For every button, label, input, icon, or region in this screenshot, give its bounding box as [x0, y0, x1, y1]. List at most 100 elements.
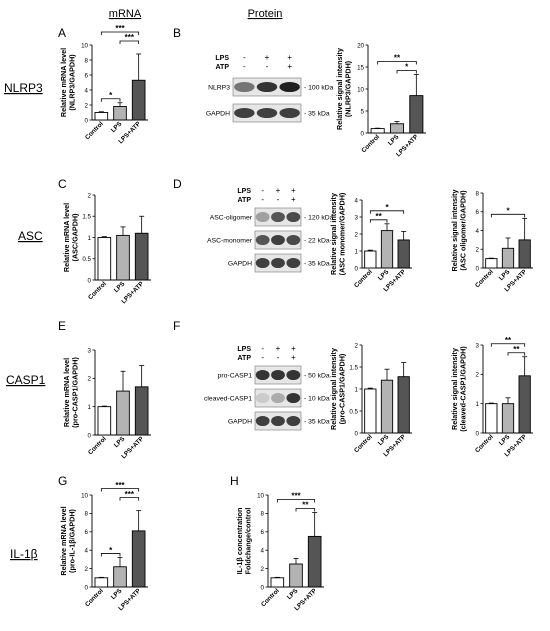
category-label: LPS: [113, 435, 127, 449]
band-size: - 10 kDa: [304, 395, 330, 402]
blot-band: [271, 415, 285, 427]
bar-lps: [113, 566, 127, 588]
significance-bracket: [369, 210, 405, 214]
y-axis-label: Relative mRNA level(NLRP3/GAPDH): [59, 48, 77, 117]
y-tick-label: 0.5: [349, 408, 358, 415]
band-size: - 100 kDa: [304, 84, 334, 91]
y-tick-label: 1: [476, 401, 480, 408]
row-label-il1b: IL-1β: [10, 547, 38, 561]
significance-bracket: [295, 508, 316, 512]
bar-lps: [289, 563, 303, 588]
blot-D: LPS - + +ATP - - +ASC-oligomer - 120 kDaASC-mon…: [207, 186, 334, 273]
y-tick-label: 10: [257, 492, 264, 499]
treatment-sign: +: [276, 186, 281, 195]
y-tick-label: 1.5: [349, 364, 358, 371]
bar-lps: [116, 390, 130, 436]
y-axis-label: Relative signal intensity(NLRP3/GAPDH): [335, 48, 353, 130]
y-tick-label: 2: [88, 376, 92, 383]
band-name: cleaved-CASP1: [204, 395, 252, 402]
y-tick-label: 0: [476, 430, 480, 437]
y-tick-label: 10: [81, 42, 88, 49]
bar-control: [97, 406, 112, 436]
y-tick-label: 4: [85, 87, 89, 94]
y-axis-label-line: (pro-CASP1/GAPDH): [338, 353, 347, 424]
blot-band: [255, 211, 270, 223]
y-tick-label: 0: [85, 117, 89, 124]
blot-band: [286, 257, 301, 269]
blot-band: [256, 81, 278, 93]
blot-band: [271, 234, 285, 246]
bar-control: [364, 250, 377, 269]
y-tick-label: 2: [85, 102, 89, 109]
treatment-label: LPS: [237, 346, 251, 353]
panel-letter-b: B: [173, 26, 181, 40]
blot-band: [286, 392, 301, 404]
chart-g: 0 2 4 6 8 10 Relative mRNA level(pro-IL-1β/GAP…: [59, 481, 148, 612]
y-tick-label: 4: [85, 548, 89, 555]
bar-control: [97, 237, 112, 281]
band-size: - 22 kDa: [304, 237, 330, 244]
y-axis-label-line: (cleaved-CASP1/GAPDH): [459, 346, 468, 432]
significance-bracket: [100, 98, 121, 102]
blot-band: [286, 234, 301, 246]
significance-bracket: [100, 488, 140, 492]
y-axis-label-line: (ASC/GAPDH): [71, 213, 80, 262]
category-label: LPS: [377, 433, 391, 447]
bar-lps-atp: [397, 239, 410, 269]
bar-lps-atp: [518, 239, 531, 269]
bar-control: [485, 403, 498, 434]
band-name: GAPDH: [206, 110, 230, 117]
treatment-sign: -: [261, 186, 264, 195]
category-label: LPS: [113, 280, 127, 294]
significance-label: *: [385, 203, 389, 212]
bar-lps: [501, 403, 515, 434]
significance-label: **: [505, 336, 512, 345]
blot-band: [271, 211, 285, 223]
treatment-sign: +: [287, 53, 292, 62]
row-label-casp1: CASP1: [6, 373, 46, 387]
significance-bracket: [369, 219, 388, 223]
significance-bracket: [119, 40, 140, 44]
y-axis-label: IL-1β concentrationFoldchange/control: [235, 508, 253, 575]
significance-bracket: [490, 343, 526, 347]
y-axis-label: Relative signal intensity(pro-CASP1/GAPD…: [329, 348, 347, 430]
treatment-label: ATP: [238, 197, 252, 204]
bar-lps: [113, 106, 127, 121]
blot-band: [255, 415, 270, 427]
band-name: GAPDH: [228, 260, 252, 267]
blot-band: [255, 369, 270, 381]
y-axis-label-line: Relative signal intensity: [329, 193, 338, 275]
blot-band: [279, 107, 300, 119]
y-tick-label: 2: [85, 566, 89, 573]
bar-lps: [501, 247, 515, 269]
bar-lps-atp: [134, 386, 149, 436]
category-label: LPS: [387, 133, 401, 147]
y-tick-label: 3: [88, 347, 92, 354]
blot-band: [279, 81, 300, 93]
treatment-sign: -: [261, 195, 264, 204]
y-axis-label-line: (NLRP3/GAPDH): [344, 60, 353, 117]
y-tick-label: 4: [261, 548, 265, 555]
y-tick-label: 2: [476, 247, 480, 254]
y-tick-label: 3: [355, 214, 359, 221]
y-axis-label-line: Relative mRNA level: [62, 203, 71, 272]
bar-control: [270, 577, 285, 588]
band-name: pro-CASP1: [218, 372, 253, 379]
y-tick-label: 1: [88, 235, 92, 242]
significance-label: *: [405, 63, 409, 72]
blot-band: [255, 257, 270, 269]
treatment-sign: +: [291, 344, 296, 353]
y-tick-label: 6: [85, 72, 89, 79]
treatment-sign: -: [261, 344, 264, 353]
y-tick-label: 0.5: [82, 256, 91, 263]
blot-band: [271, 369, 285, 381]
blot-band: [271, 392, 285, 404]
y-tick-label: 0: [361, 130, 365, 137]
bar-lps-atp: [409, 95, 424, 134]
band-name: GAPDH: [228, 418, 252, 425]
y-tick-label: 8: [85, 57, 89, 64]
y-tick-label: 3: [476, 342, 480, 349]
